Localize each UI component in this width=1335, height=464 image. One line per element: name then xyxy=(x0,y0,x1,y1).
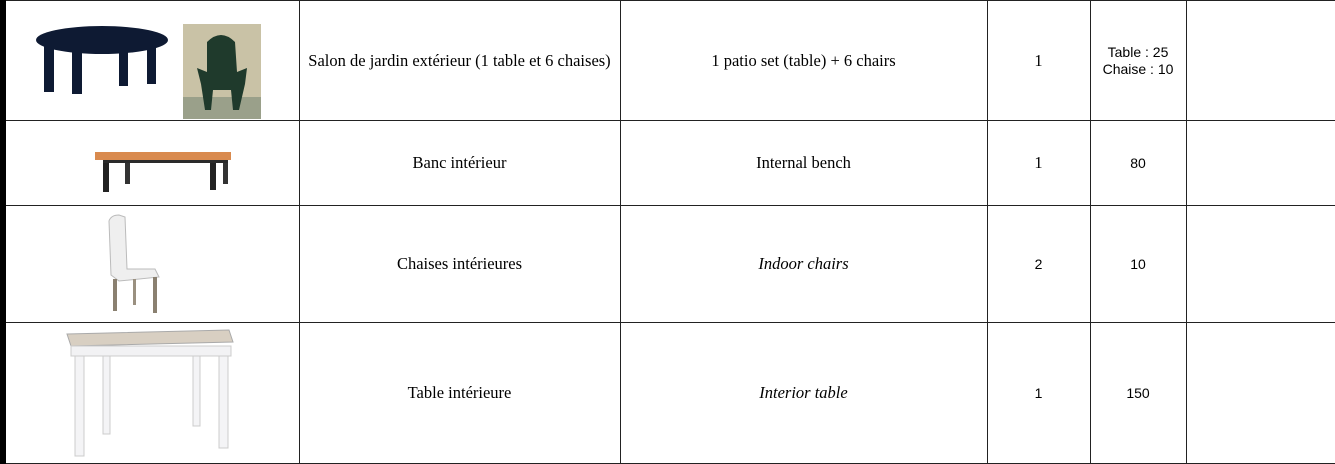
quantity: 1 xyxy=(986,0,1091,121)
french-name: Salon de jardin extérieur (1 table et 6 … xyxy=(298,0,621,121)
table-image xyxy=(66,328,234,456)
english-name: Interior table xyxy=(619,322,988,464)
value: 80 xyxy=(1089,120,1187,206)
value-line: Table : 25 xyxy=(1107,43,1169,60)
patio-set-image xyxy=(36,23,262,119)
quantity: 1 xyxy=(986,322,1091,464)
chair-image xyxy=(108,213,161,313)
row: Banc intérieur Internal bench 1 80 xyxy=(0,120,1335,206)
quantity: 1 xyxy=(986,120,1091,206)
value-line: Chaise : 10 xyxy=(1102,60,1174,77)
value: Table : 25 Chaise : 10 xyxy=(1089,0,1187,121)
image-cell xyxy=(0,0,300,121)
empty-cell xyxy=(1185,120,1335,206)
french-name: Banc intérieur xyxy=(298,120,621,206)
image-cell xyxy=(0,120,300,206)
french-name: Table intérieure xyxy=(298,322,621,464)
row: Table intérieure Interior table 1 150 xyxy=(0,322,1335,464)
english-name: Internal bench xyxy=(619,120,988,206)
value: 10 xyxy=(1089,205,1187,323)
row: Chaises intérieures Indoor chairs 2 10 xyxy=(0,205,1335,323)
empty-cell xyxy=(1185,0,1335,121)
quantity: 2 xyxy=(986,205,1091,323)
value: 150 xyxy=(1089,322,1187,464)
empty-cell xyxy=(1185,205,1335,323)
empty-cell xyxy=(1185,322,1335,464)
row: Salon de jardin extérieur (1 table et 6 … xyxy=(0,0,1335,121)
bench-image xyxy=(95,151,232,192)
image-cell xyxy=(0,322,300,464)
image-cell xyxy=(0,205,300,323)
french-name: Chaises intérieures xyxy=(298,205,621,323)
english-name: Indoor chairs xyxy=(619,205,988,323)
english-name: 1 patio set (table) + 6 chairs xyxy=(619,0,988,121)
